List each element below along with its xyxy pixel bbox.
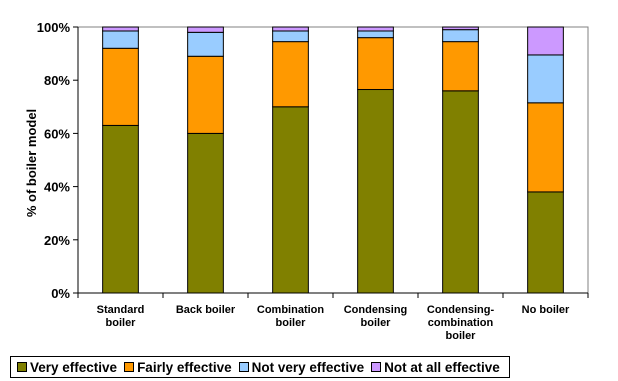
x-category-label: Back boiler xyxy=(176,304,236,316)
bar-segment xyxy=(102,30,139,49)
plot-area xyxy=(77,26,589,294)
bar-segment xyxy=(187,31,224,57)
y-tick-label: 100% xyxy=(37,20,71,35)
bar-segment xyxy=(442,29,479,43)
legend-item: Not very effective xyxy=(238,359,365,375)
x-category-label: No boiler xyxy=(522,304,570,316)
legend: Very effective Fairly effective Not very e… xyxy=(10,356,510,378)
bar-segment xyxy=(442,41,479,92)
bar-segment xyxy=(357,30,394,39)
bar-segment xyxy=(357,89,394,294)
legend-label: Fairly effective xyxy=(137,359,232,375)
bar-segment xyxy=(102,26,139,32)
bar-segment xyxy=(357,37,394,91)
bar-segment xyxy=(527,102,564,193)
bar-segment xyxy=(357,26,394,32)
y-tick-label: 80% xyxy=(44,73,70,88)
legend-item: Very effective xyxy=(17,360,117,375)
bar-segment xyxy=(272,26,309,32)
legend-item: Not at all effective xyxy=(371,360,500,375)
bar-segment xyxy=(187,26,224,33)
bar-segment xyxy=(187,132,224,294)
bar-segment xyxy=(187,55,224,134)
x-category-label: Combination boiler xyxy=(257,304,324,329)
bar-segment xyxy=(527,26,564,56)
y-tick-label: 60% xyxy=(44,126,70,141)
legend-label: Not very effective xyxy=(251,359,365,375)
legend-swatch xyxy=(371,362,382,372)
bar-segment xyxy=(272,30,309,43)
y-tick-label: 40% xyxy=(44,180,70,195)
x-category-label: Condensing boiler xyxy=(344,304,408,329)
bar-segment xyxy=(272,106,309,294)
x-category-label: Standard boiler xyxy=(97,304,145,329)
y-axis-label: % of boiler model xyxy=(24,109,39,217)
y-tick-label: 0% xyxy=(51,286,70,301)
legend-swatch xyxy=(17,362,27,372)
bar-segment xyxy=(442,26,479,31)
legend-label: Very effective xyxy=(30,359,118,375)
legend-label: Not at all effective xyxy=(384,359,500,375)
bar-segment xyxy=(272,41,309,108)
legend-swatch xyxy=(124,362,135,372)
bar-segment xyxy=(527,54,564,104)
y-tick-label: 20% xyxy=(44,233,70,248)
legend-swatch xyxy=(238,362,249,372)
legend-item: Fairly effective xyxy=(124,360,232,375)
bar-segment xyxy=(102,124,139,294)
bar-segment xyxy=(102,47,139,126)
x-category-label: Condensing-combination boiler xyxy=(427,304,495,342)
bar-segment xyxy=(442,90,479,294)
bar-segment xyxy=(527,191,564,294)
